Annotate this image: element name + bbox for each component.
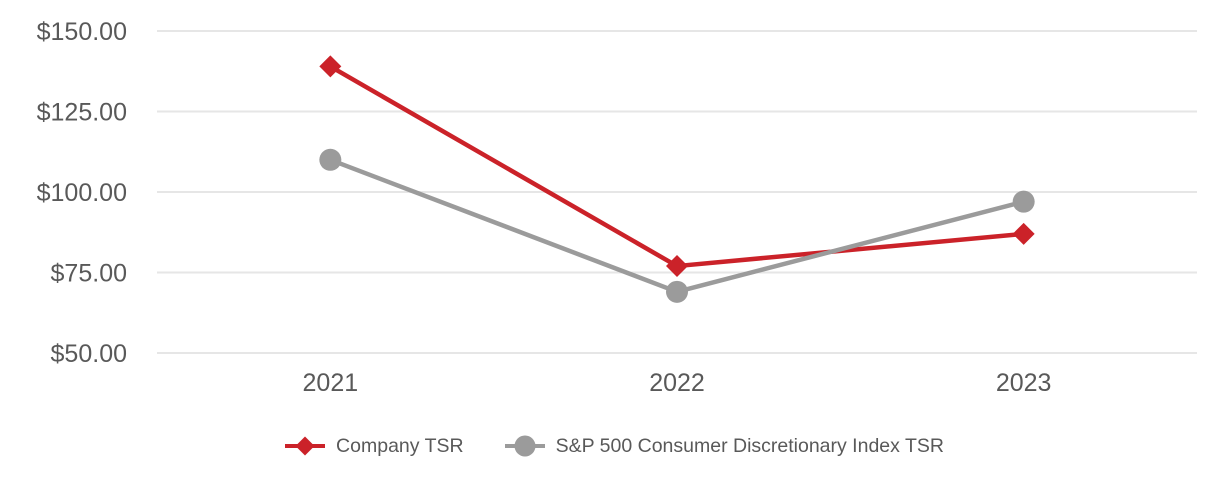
legend-item-company-tsr: Company TSR bbox=[282, 433, 464, 459]
x-axis-tick-label: 2021 bbox=[303, 369, 359, 397]
diamond-data-marker bbox=[1012, 222, 1035, 245]
y-axis-tick-label: $150.00 bbox=[37, 18, 127, 46]
chart-plot-area: $150.00 $125.00 $100.00 $75.00 $50.00 2021 202… bbox=[37, 18, 1197, 397]
y-axis-tick-label: $125.00 bbox=[37, 99, 127, 127]
y-axis-tick-label: $75.00 bbox=[51, 260, 127, 288]
series-line bbox=[329, 64, 1024, 269]
x-axis-tick-label: 2023 bbox=[996, 369, 1052, 397]
diamond-data-marker bbox=[666, 255, 688, 278]
y-axis-tick-label: $100.00 bbox=[37, 179, 127, 207]
x-axis-tick-label: 2022 bbox=[649, 369, 705, 397]
circle-data-marker bbox=[319, 148, 342, 171]
legend-item-index-tsr: S&P 500 Consumer Discretionary Index TSR bbox=[502, 433, 944, 459]
legend-label-company-tsr: Company TSR bbox=[336, 434, 464, 457]
legend-label-index-tsr: S&P 500 Consumer Discretionary Index TSR bbox=[555, 434, 944, 457]
diamond-marker-icon bbox=[285, 436, 326, 456]
circle-data-marker bbox=[666, 280, 688, 303]
circle-marker-icon bbox=[504, 435, 545, 457]
y-axis-tick-label: $50.00 bbox=[51, 340, 127, 368]
diamond-data-marker bbox=[319, 55, 342, 78]
chart-legend: Company TSR S&P 500 Consumer Discretiona… bbox=[0, 433, 1226, 459]
circle-data-marker bbox=[1012, 190, 1035, 213]
